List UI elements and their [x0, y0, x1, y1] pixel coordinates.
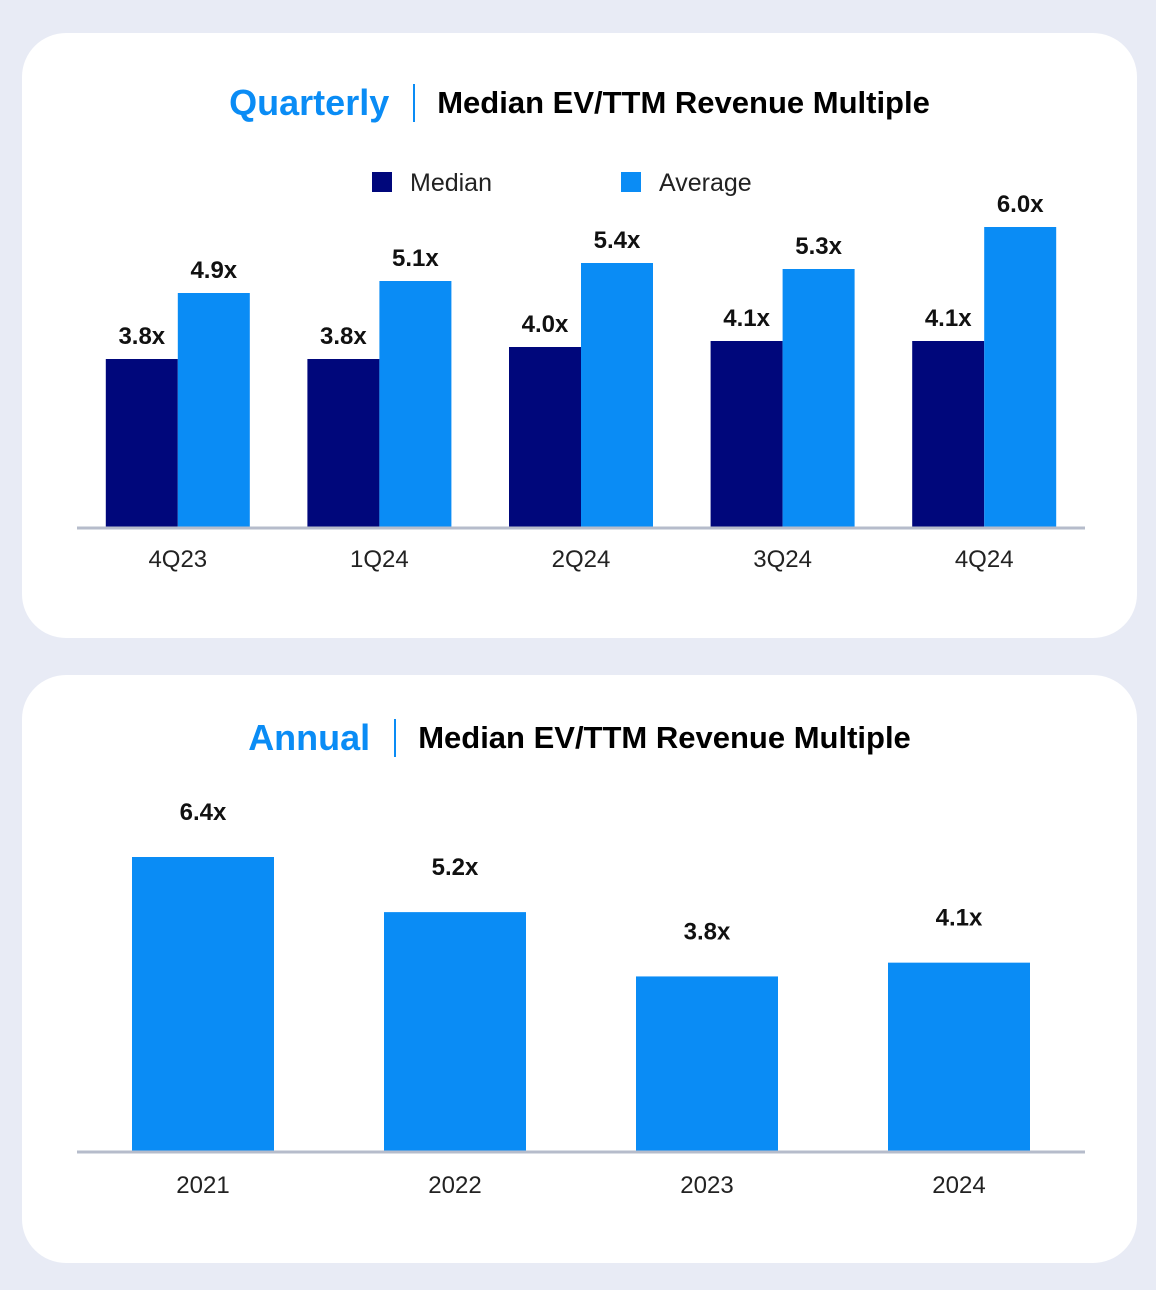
- bar-median-4q23: [105, 359, 178, 527]
- data-label-average-3q24: 5.3x: [795, 233, 842, 260]
- bar-2024: [888, 962, 1030, 1151]
- x-tick-label-4q24: 4Q24: [955, 546, 1014, 573]
- annual-title-accent: Annual: [248, 717, 371, 758]
- data-label-median-4q24: 4.1x: [925, 305, 972, 332]
- bar-median-1q24: [307, 359, 380, 527]
- data-label-2022: 5.2x: [432, 854, 479, 881]
- annual-chart-title: Annual Median EV/TTM Revenue Multiple: [22, 716, 1137, 760]
- data-label-2021: 6.4x: [180, 799, 227, 826]
- quarterly-chart-title: Quarterly Median EV/TTM Revenue Multiple: [22, 81, 1137, 125]
- x-tick-label-2021: 2021: [176, 1172, 229, 1199]
- x-tick-label-2q24: 2Q24: [552, 546, 611, 573]
- data-label-2023: 3.8x: [684, 918, 731, 945]
- bar-median-3q24: [710, 341, 783, 527]
- data-label-average-4q23: 4.9x: [190, 257, 237, 284]
- data-label-median-3q24: 4.1x: [723, 305, 770, 332]
- bar-median-2q24: [509, 347, 581, 527]
- bar-median-4q24: [912, 341, 985, 527]
- bar-2022: [384, 912, 526, 1151]
- bar-average-4q24: [984, 227, 1057, 527]
- legend-label-median: Median: [410, 169, 492, 197]
- quarterly-bar-chart: Median Average 3.8x 4.9x 4Q23 3.8x 5.1x 1Q24 4.0…: [77, 169, 1085, 573]
- data-label-median-4q23: 3.8x: [118, 323, 165, 350]
- annual-title-main: Median EV/TTM Revenue Multiple: [418, 720, 911, 755]
- data-label-average-1q24: 5.1x: [392, 245, 439, 272]
- x-tick-label-2024: 2024: [932, 1172, 985, 1199]
- quarterly-chart-card: Quarterly Median EV/TTM Revenue Multiple…: [22, 33, 1137, 638]
- title-separator: [394, 719, 397, 757]
- annual-bar-chart: 6.4x 2021 5.2x 2022 3.8x 2023 4.1x 2024: [77, 799, 1085, 1199]
- bar-average-3q24: [782, 269, 855, 527]
- data-label-average-2q24: 5.4x: [594, 227, 641, 254]
- legend-label-average: Average: [659, 169, 752, 197]
- data-label-median-2q24: 4.0x: [522, 311, 569, 338]
- bar-average-2q24: [581, 263, 653, 527]
- bar-average-1q24: [379, 281, 452, 527]
- data-label-median-1q24: 3.8x: [320, 323, 367, 350]
- x-tick-label-4q23: 4Q23: [148, 546, 207, 573]
- data-label-average-4q24: 6.0x: [997, 191, 1044, 218]
- bar-average-4q23: [177, 293, 250, 527]
- x-tick-label-3q24: 3Q24: [753, 546, 812, 573]
- title-separator: [413, 84, 416, 122]
- legend-swatch-median: [372, 172, 392, 192]
- x-tick-label-2022: 2022: [428, 1172, 481, 1199]
- bar-2021: [132, 857, 274, 1151]
- quarterly-title-accent: Quarterly: [229, 82, 390, 123]
- annual-chart-card: Annual Median EV/TTM Revenue Multiple 6.…: [22, 675, 1137, 1263]
- data-label-2024: 4.1x: [936, 905, 983, 932]
- legend-swatch-average: [621, 172, 641, 192]
- bar-2023: [636, 976, 778, 1151]
- x-tick-label-2023: 2023: [680, 1172, 733, 1199]
- quarterly-title-main: Median EV/TTM Revenue Multiple: [437, 85, 930, 120]
- x-tick-label-1q24: 1Q24: [350, 546, 409, 573]
